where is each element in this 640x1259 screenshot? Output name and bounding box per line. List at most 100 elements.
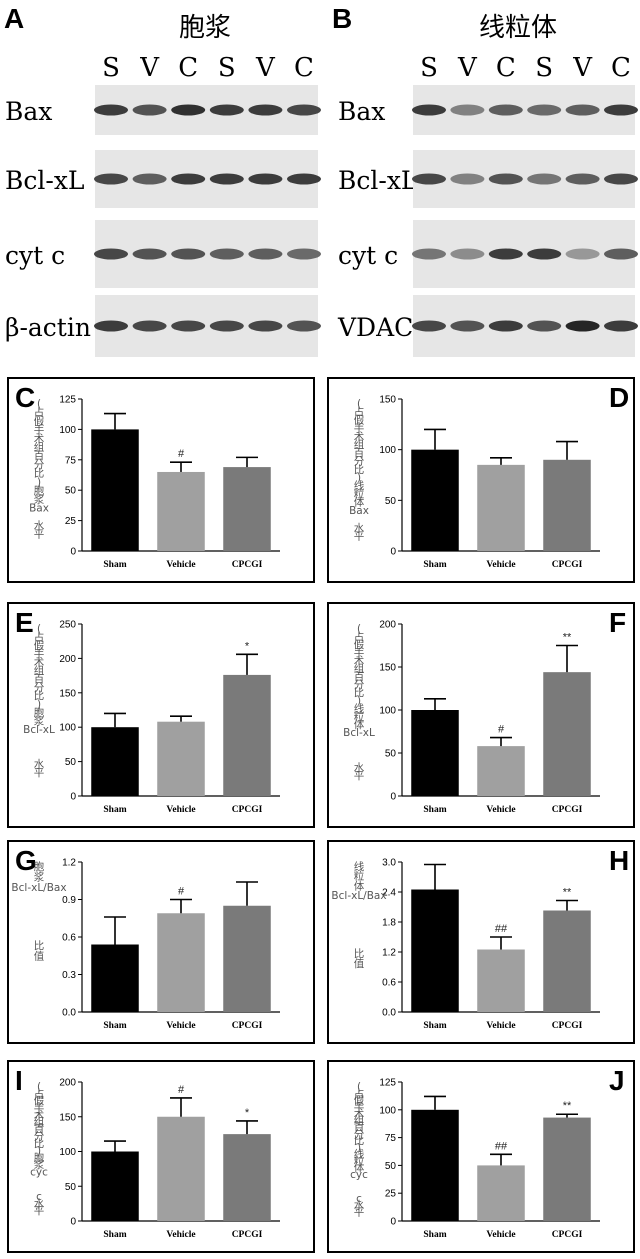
bar-chart-c: C 0 25 50 75 100 125 (占假手术组百分比)胞浆 Bax 水平 Sham # Vehi… xyxy=(7,377,315,583)
y-tick-label: 0.3 xyxy=(62,970,76,981)
band xyxy=(171,104,206,116)
panel-frame xyxy=(7,377,315,583)
significance-mark: ## xyxy=(495,1140,508,1152)
blot-title: 线粒体 xyxy=(479,13,557,43)
y-tick-label: 0 xyxy=(390,1217,396,1228)
panel-letter: B xyxy=(332,3,352,34)
y-tick-label: 1.8 xyxy=(382,918,396,929)
panel-letter: H xyxy=(609,845,629,876)
y-axis-label: 线粒体 Bcl-xL/Bax 比值 xyxy=(331,860,386,970)
lane-label: V xyxy=(255,53,276,83)
band xyxy=(94,248,128,260)
y-axis-label: (占假手术组百分比)胞浆 cyc c 水平 xyxy=(30,1081,48,1217)
band xyxy=(209,320,244,332)
bar xyxy=(411,1109,459,1221)
panel-letter: F xyxy=(609,607,626,638)
gel-strip xyxy=(413,295,635,357)
band xyxy=(132,104,167,116)
band xyxy=(209,104,244,116)
y-tick-label: 0 xyxy=(70,792,76,803)
category-label: CPCGI xyxy=(552,560,583,570)
band xyxy=(287,320,321,332)
category-label: Sham xyxy=(423,805,446,815)
category-label: CPCGI xyxy=(232,560,263,570)
bar xyxy=(411,710,459,796)
bar xyxy=(543,672,591,796)
y-tick-label: 100 xyxy=(59,425,76,436)
significance-mark: # xyxy=(178,886,185,898)
panel-letter: E xyxy=(15,607,34,638)
bar-chart-e: E 0 50 100 150 200 250 (占假手术组百分比)胞浆 Bcl-xL 水平 Sham… xyxy=(7,602,315,828)
bar-chart-j: J 0 25 50 75 100 125 (占假手术组百分比)线粒体 cyc c 水平 Sham ##… xyxy=(327,1060,635,1253)
y-tick-label: 50 xyxy=(385,749,397,760)
panel-letter: D xyxy=(609,382,629,413)
category-label: Vehicle xyxy=(486,1021,515,1031)
y-axis-label: (占假手术组百分比)胞浆 Bax 水平 xyxy=(29,398,49,541)
significance-mark: * xyxy=(245,1107,250,1119)
band xyxy=(488,248,523,260)
y-tick-label: 0 xyxy=(70,547,76,558)
y-tick-label: 0 xyxy=(390,547,396,558)
lane-label: V xyxy=(457,53,478,83)
panel-frame xyxy=(7,1060,315,1253)
category-label: CPCGI xyxy=(232,805,263,815)
y-axis-label: (占假手术组百分比)胞浆 Bcl-xL 水平 xyxy=(23,623,55,779)
panel-letter: J xyxy=(609,1065,625,1096)
band xyxy=(604,320,638,332)
y-tick-label: 0.6 xyxy=(382,978,396,989)
y-tick-label: 50 xyxy=(65,1182,77,1193)
category-label: Vehicle xyxy=(166,1021,195,1031)
y-tick-label: 25 xyxy=(385,1189,397,1200)
panel-frame xyxy=(7,602,315,828)
y-tick-label: 100 xyxy=(379,445,396,456)
y-tick-label: 150 xyxy=(379,663,396,674)
category-label: Sham xyxy=(423,1230,446,1240)
gel-strip xyxy=(413,150,635,208)
band xyxy=(527,173,562,185)
protein-label: β-actin xyxy=(5,313,91,342)
y-tick-label: 75 xyxy=(385,1133,397,1144)
bar xyxy=(223,467,271,551)
bar-chart-i: I 0 50 100 150 200 (占假手术组百分比)胞浆 cyc c 水平 Sham # Veh… xyxy=(7,1060,315,1253)
bar xyxy=(157,1116,205,1221)
panel-letter: A xyxy=(4,3,24,34)
y-tick-label: 1.2 xyxy=(382,948,396,959)
protein-label: Bax xyxy=(5,97,52,126)
bar xyxy=(411,889,459,1012)
band xyxy=(450,173,485,185)
y-tick-label: 0.6 xyxy=(62,933,76,944)
y-tick-label: 100 xyxy=(379,1105,396,1116)
category-label: Vehicle xyxy=(486,560,515,570)
category-label: Vehicle xyxy=(486,805,515,815)
band xyxy=(94,104,128,116)
protein-label: cyt c xyxy=(5,241,65,270)
bar xyxy=(91,944,139,1012)
y-tick-label: 75 xyxy=(65,455,77,466)
band xyxy=(412,173,446,185)
panel-frame xyxy=(7,840,315,1044)
bar xyxy=(411,449,459,551)
bar xyxy=(477,746,525,796)
band xyxy=(171,248,206,260)
y-tick-label: 125 xyxy=(379,1078,396,1089)
band xyxy=(287,104,321,116)
band xyxy=(565,173,600,185)
y-axis-label: (占假手术组百分比)线粒体 Bcl-xL 水平 xyxy=(343,623,375,782)
bar xyxy=(477,1165,525,1221)
band xyxy=(248,248,283,260)
y-tick-label: 150 xyxy=(59,688,76,699)
band xyxy=(527,104,562,116)
band xyxy=(565,248,600,260)
y-tick-label: 0.0 xyxy=(382,1008,396,1019)
protein-label: Bcl-xL xyxy=(338,166,418,195)
bar xyxy=(157,913,205,1012)
bar xyxy=(157,721,205,796)
band xyxy=(488,173,523,185)
significance-mark: # xyxy=(178,1084,185,1096)
band xyxy=(604,104,638,116)
significance-mark: ** xyxy=(563,887,572,899)
category-label: CPCGI xyxy=(232,1021,263,1031)
category-label: CPCGI xyxy=(232,1230,263,1240)
